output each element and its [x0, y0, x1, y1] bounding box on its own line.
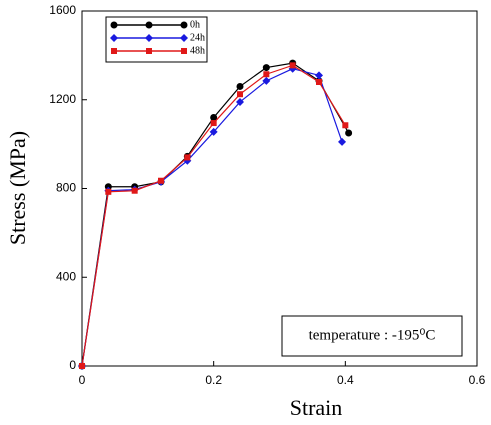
marker	[345, 129, 353, 137]
marker	[131, 187, 138, 194]
marker	[315, 71, 323, 80]
legend-label: 24h	[190, 32, 205, 43]
y-tick-label: 0	[69, 358, 76, 372]
marker	[262, 76, 271, 85]
marker	[184, 154, 191, 161]
legend-marker	[145, 21, 153, 29]
marker	[263, 71, 270, 78]
x-tick-label: 0.4	[337, 373, 354, 387]
marker	[210, 120, 217, 127]
x-tick-label: 0.2	[205, 373, 222, 387]
annotation: temperature : -195⁰C	[309, 327, 436, 343]
legend-marker	[145, 34, 153, 42]
legend-marker	[110, 21, 118, 29]
marker	[316, 79, 322, 85]
y-axis-label: Stress (MPa)	[5, 131, 30, 245]
legend-marker	[111, 48, 117, 54]
marker	[262, 64, 270, 72]
annotation-box	[281, 315, 463, 357]
y-tick-label: 800	[56, 181, 76, 195]
marker	[158, 177, 164, 184]
marker	[210, 114, 218, 121]
legend-label: 48h	[190, 45, 205, 56]
marker	[79, 363, 85, 369]
marker	[236, 97, 244, 106]
legend-marker	[110, 34, 118, 42]
x-tick-label: 0	[79, 373, 86, 387]
marker	[105, 188, 112, 195]
legend-marker	[146, 48, 152, 54]
y-tick-label: 1600	[49, 3, 76, 17]
legend-marker	[180, 21, 188, 29]
marker	[342, 122, 349, 129]
x-tick-label: 0.6	[469, 373, 486, 387]
legend-label: 0h	[190, 19, 200, 30]
marker	[209, 127, 218, 136]
legend-marker	[181, 48, 187, 54]
x-axis-label: Strain	[290, 395, 343, 420]
marker	[237, 91, 243, 98]
legend-marker	[180, 34, 188, 42]
marker	[289, 62, 296, 69]
y-tick-label: 1200	[49, 92, 76, 106]
marker	[236, 82, 244, 90]
marker	[338, 137, 347, 146]
y-tick-label: 400	[56, 269, 76, 283]
